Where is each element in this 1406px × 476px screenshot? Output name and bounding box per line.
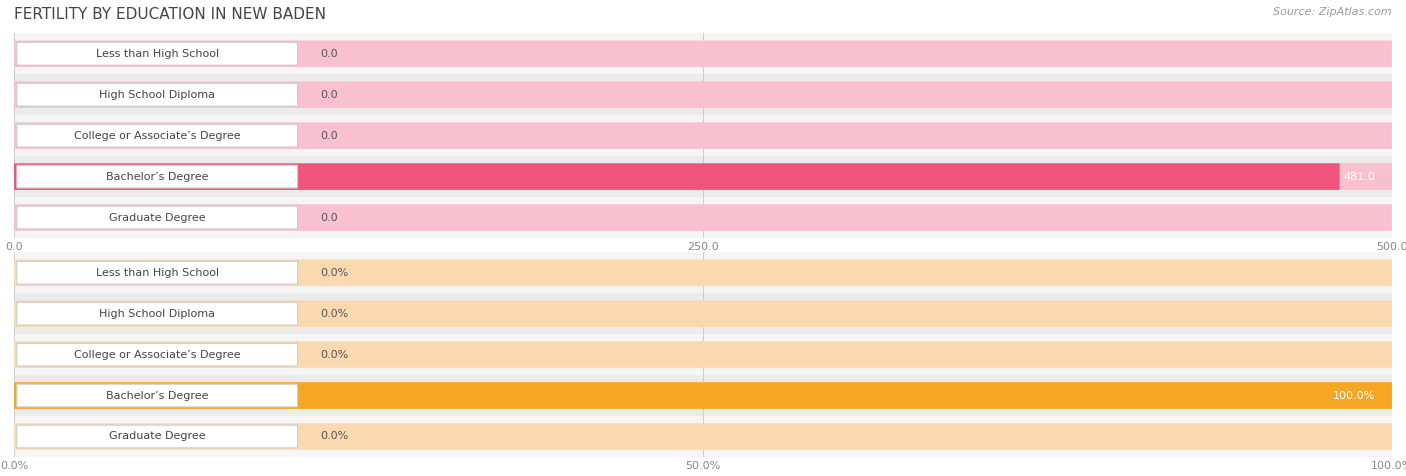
- Bar: [14, 252, 1392, 293]
- FancyBboxPatch shape: [14, 163, 1340, 190]
- Text: 0.0%: 0.0%: [321, 268, 349, 278]
- FancyBboxPatch shape: [14, 423, 1392, 450]
- Bar: [14, 115, 1392, 156]
- Bar: [14, 416, 1392, 457]
- FancyBboxPatch shape: [14, 341, 1392, 368]
- FancyBboxPatch shape: [17, 42, 298, 65]
- FancyBboxPatch shape: [14, 40, 1392, 67]
- Text: High School Diploma: High School Diploma: [100, 308, 215, 319]
- Text: Less than High School: Less than High School: [96, 49, 219, 59]
- FancyBboxPatch shape: [14, 259, 1392, 286]
- Text: 0.0%: 0.0%: [321, 431, 349, 442]
- Text: College or Associate’s Degree: College or Associate’s Degree: [75, 349, 240, 360]
- Text: 0.0: 0.0: [321, 49, 337, 59]
- Bar: [14, 156, 1392, 197]
- Text: 0.0%: 0.0%: [321, 349, 349, 360]
- FancyBboxPatch shape: [14, 382, 1392, 409]
- FancyBboxPatch shape: [17, 261, 298, 284]
- FancyBboxPatch shape: [17, 83, 298, 106]
- FancyBboxPatch shape: [17, 165, 298, 188]
- Bar: [14, 33, 1392, 74]
- FancyBboxPatch shape: [17, 302, 298, 325]
- Text: Source: ZipAtlas.com: Source: ZipAtlas.com: [1274, 7, 1392, 17]
- FancyBboxPatch shape: [14, 81, 1392, 108]
- Text: 481.0: 481.0: [1344, 171, 1375, 182]
- FancyBboxPatch shape: [14, 382, 1392, 409]
- Bar: [14, 375, 1392, 416]
- Text: Less than High School: Less than High School: [96, 268, 219, 278]
- Text: FERTILITY BY EDUCATION IN NEW BADEN: FERTILITY BY EDUCATION IN NEW BADEN: [14, 7, 326, 22]
- Bar: [14, 334, 1392, 375]
- Bar: [14, 197, 1392, 238]
- FancyBboxPatch shape: [14, 300, 1392, 327]
- Bar: [14, 293, 1392, 334]
- Text: Graduate Degree: Graduate Degree: [108, 431, 205, 442]
- FancyBboxPatch shape: [17, 124, 298, 147]
- FancyBboxPatch shape: [17, 343, 298, 366]
- Text: 100.0%: 100.0%: [1333, 390, 1375, 401]
- Text: High School Diploma: High School Diploma: [100, 89, 215, 100]
- Text: 0.0: 0.0: [321, 212, 337, 223]
- Text: Graduate Degree: Graduate Degree: [108, 212, 205, 223]
- FancyBboxPatch shape: [14, 163, 1392, 190]
- FancyBboxPatch shape: [14, 122, 1392, 149]
- Text: 0.0%: 0.0%: [321, 308, 349, 319]
- Text: College or Associate’s Degree: College or Associate’s Degree: [75, 130, 240, 141]
- Text: 0.0: 0.0: [321, 89, 337, 100]
- FancyBboxPatch shape: [17, 384, 298, 407]
- FancyBboxPatch shape: [17, 206, 298, 229]
- Text: Bachelor’s Degree: Bachelor’s Degree: [105, 171, 208, 182]
- FancyBboxPatch shape: [17, 425, 298, 448]
- Bar: [14, 74, 1392, 115]
- Text: Bachelor’s Degree: Bachelor’s Degree: [105, 390, 208, 401]
- Text: 0.0: 0.0: [321, 130, 337, 141]
- FancyBboxPatch shape: [14, 204, 1392, 231]
